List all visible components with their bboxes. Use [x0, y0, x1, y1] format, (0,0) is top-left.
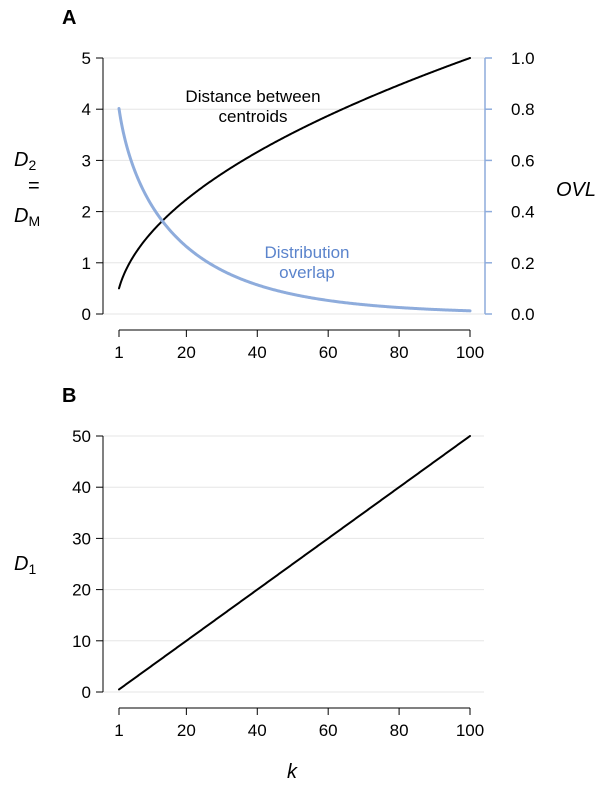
panel-b-x-tick-label: 80	[390, 721, 409, 740]
overlap-annotation-line1: Distribution	[264, 243, 349, 262]
panel-b-label: B	[62, 385, 76, 407]
centroids-annotation-line1: Distance between	[185, 87, 320, 106]
panel-b-x-tick-label: 40	[248, 721, 267, 740]
panel-b-x-tick-label: 60	[319, 721, 338, 740]
panel-a-left-tick-label: 4	[82, 100, 91, 119]
panel-a-right-tick-label: 0.4	[511, 203, 535, 222]
panel-b-left-tick-label: 10	[72, 632, 91, 651]
panel-a-ylabel-line2: =	[28, 175, 40, 197]
panel-a-gridlines	[103, 57, 485, 315]
panel-a-ylabel-line3: DM	[14, 205, 40, 229]
distribution-overlap-line	[117, 107, 472, 313]
panel-b-series	[118, 435, 471, 691]
x-axis-title: k	[287, 761, 298, 783]
panel-a-left-tick-label: 1	[82, 254, 91, 273]
panel-a-x-tick-label: 60	[319, 343, 338, 362]
centroids-annotation-line2: centroids	[219, 107, 288, 126]
panel-a-left-tick-label: 2	[82, 203, 91, 222]
panel-b-left-tick-label: 30	[72, 529, 91, 548]
panel-a-left-tick-label: 0	[82, 305, 91, 324]
panel-b-ylabel: D1	[14, 553, 36, 577]
panel-b-gridlines	[103, 435, 484, 693]
panel-a-right-ylabel: OVL	[556, 179, 596, 201]
panel-a-right-tick-label: 0.2	[511, 254, 535, 273]
panel-a-right-tick-label: 0.0	[511, 305, 535, 324]
panel-a: A 0 1 2 3 4 5 1 20 40 60 80 100 0.0 0.2 0.4 0.6 0.8 1.0 D…	[14, 7, 596, 362]
panel-b-x-tick-label: 20	[177, 721, 196, 740]
panel-a-left-tick-label: 3	[82, 151, 91, 170]
panel-a-right-tick-label: 1.0	[511, 49, 535, 68]
panel-a-left-tick-label: 5	[82, 49, 91, 68]
overlap-annotation-line2: overlap	[279, 263, 335, 282]
panel-a-right-tick-label: 0.8	[511, 100, 535, 119]
panel-a-x-tick-label: 40	[248, 343, 267, 362]
distance-between-centroids-line	[118, 57, 471, 290]
panel-b: B 0 10 20 30 40 50 1 20 40 60 80 100 D1 k	[14, 385, 484, 783]
panel-a-right-tick-label: 0.6	[511, 151, 535, 170]
panel-b-left-tick-label: 20	[72, 581, 91, 600]
panel-a-label: A	[62, 7, 76, 29]
panel-b-left-tick-label: 40	[72, 478, 91, 497]
panel-a-x-tick-label: 80	[390, 343, 409, 362]
panel-a-x-tick-label: 100	[456, 343, 484, 362]
panel-b-data-line	[118, 435, 471, 691]
panel-a-x-tick-label: 1	[114, 343, 123, 362]
panel-a-ylabel-line1: D2	[14, 149, 36, 173]
panel-a-x-tick-label: 20	[177, 343, 196, 362]
panel-a-series	[117, 57, 472, 313]
panel-b-x-tick-label: 1	[114, 721, 123, 740]
panel-b-left-tick-label: 0	[82, 683, 91, 702]
panel-b-left-tick-label: 50	[72, 427, 91, 446]
panel-b-x-tick-label: 100	[456, 721, 484, 740]
panel-b-axes: 0 10 20 30 40 50 1 20 40 60 80 100	[72, 427, 484, 740]
panel-a-axes: 0 1 2 3 4 5 1 20 40 60 80 100 0.0 0.2 0.4 0.6 0.8 1.0	[82, 49, 535, 362]
